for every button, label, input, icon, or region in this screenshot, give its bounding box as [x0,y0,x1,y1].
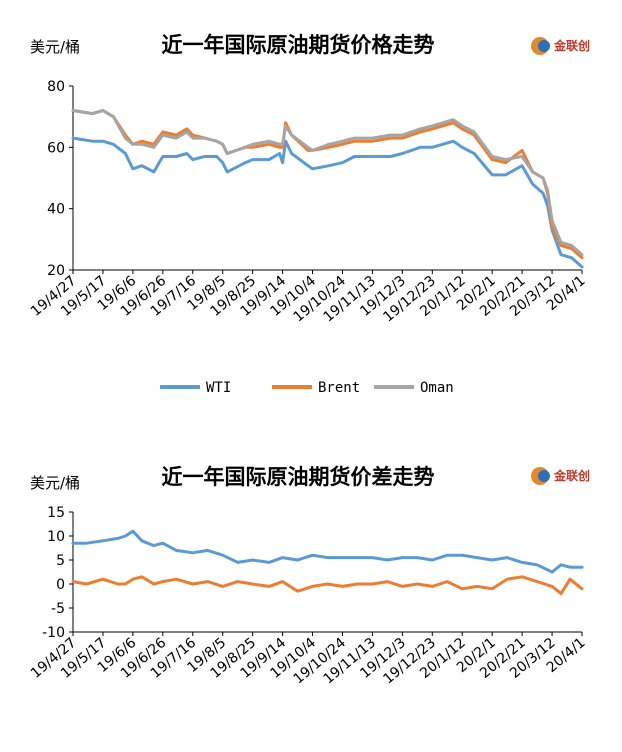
logo-mark-inner [538,470,550,482]
price-chart-title: 近一年国际原油期货价格走势 [162,33,435,57]
legend-label-wti: WTI [206,380,231,396]
legend-label-brent: Brent [318,380,360,396]
logo: 金联创 [531,37,590,55]
price-series-line-brent [71,109,584,260]
spread-series-line-2 [71,575,584,596]
price-series-line-oman [71,109,584,257]
spread-y-tick-label: 10 [47,529,65,545]
price-chart-unit: 美元/桶 [30,38,80,56]
spread-series-line-1 [71,529,584,574]
spread-chart-title: 近一年国际原油期货价差走势 [162,465,435,489]
price-series-line-wti [71,136,584,269]
logo: 金联创 [531,467,590,485]
price-y-tick-label: 80 [47,79,65,95]
spread-x-axis: 19/4/2719/5/1719/6/619/6/2619/7/1619/8/5… [28,631,589,687]
price-chart: 美元/桶 近一年国际原油期货价格走势 金联创 20 40 60 80 19/4/271… [28,33,590,396]
spread-y-tick-label: -5 [51,601,65,617]
logo-text: 金联创 [553,38,590,53]
logo-text: 金联创 [553,468,590,483]
spread-y-tick-label: 0 [56,577,65,593]
spread-chart: 美元/桶 近一年国际原油期货价差走势 金联创 -10 -5 0 5 10 15 19/4/… [28,465,590,687]
legend-label-oman: Oman [420,380,454,396]
spread-chart-unit: 美元/桶 [30,474,80,492]
spread-y-tick-label: 5 [56,553,65,569]
spread-y-tick-label: 15 [47,505,65,521]
price-legend: WTI Brent Oman [160,380,454,396]
spread-series-group [71,529,584,596]
price-y-axis: 20 40 60 80 [47,79,74,279]
price-y-tick-label: 20 [47,263,65,279]
logo-mark-inner [538,40,550,52]
price-x-axis: 19/4/2719/5/1719/6/619/6/2619/7/1619/8/5… [28,269,589,325]
price-y-tick-label: 60 [47,140,65,156]
spread-y-axis: -10 -5 0 5 10 15 [42,505,74,641]
spread-y-tick-label: -10 [42,625,65,641]
price-series-group [71,109,584,269]
price-y-tick-label: 40 [47,202,65,218]
